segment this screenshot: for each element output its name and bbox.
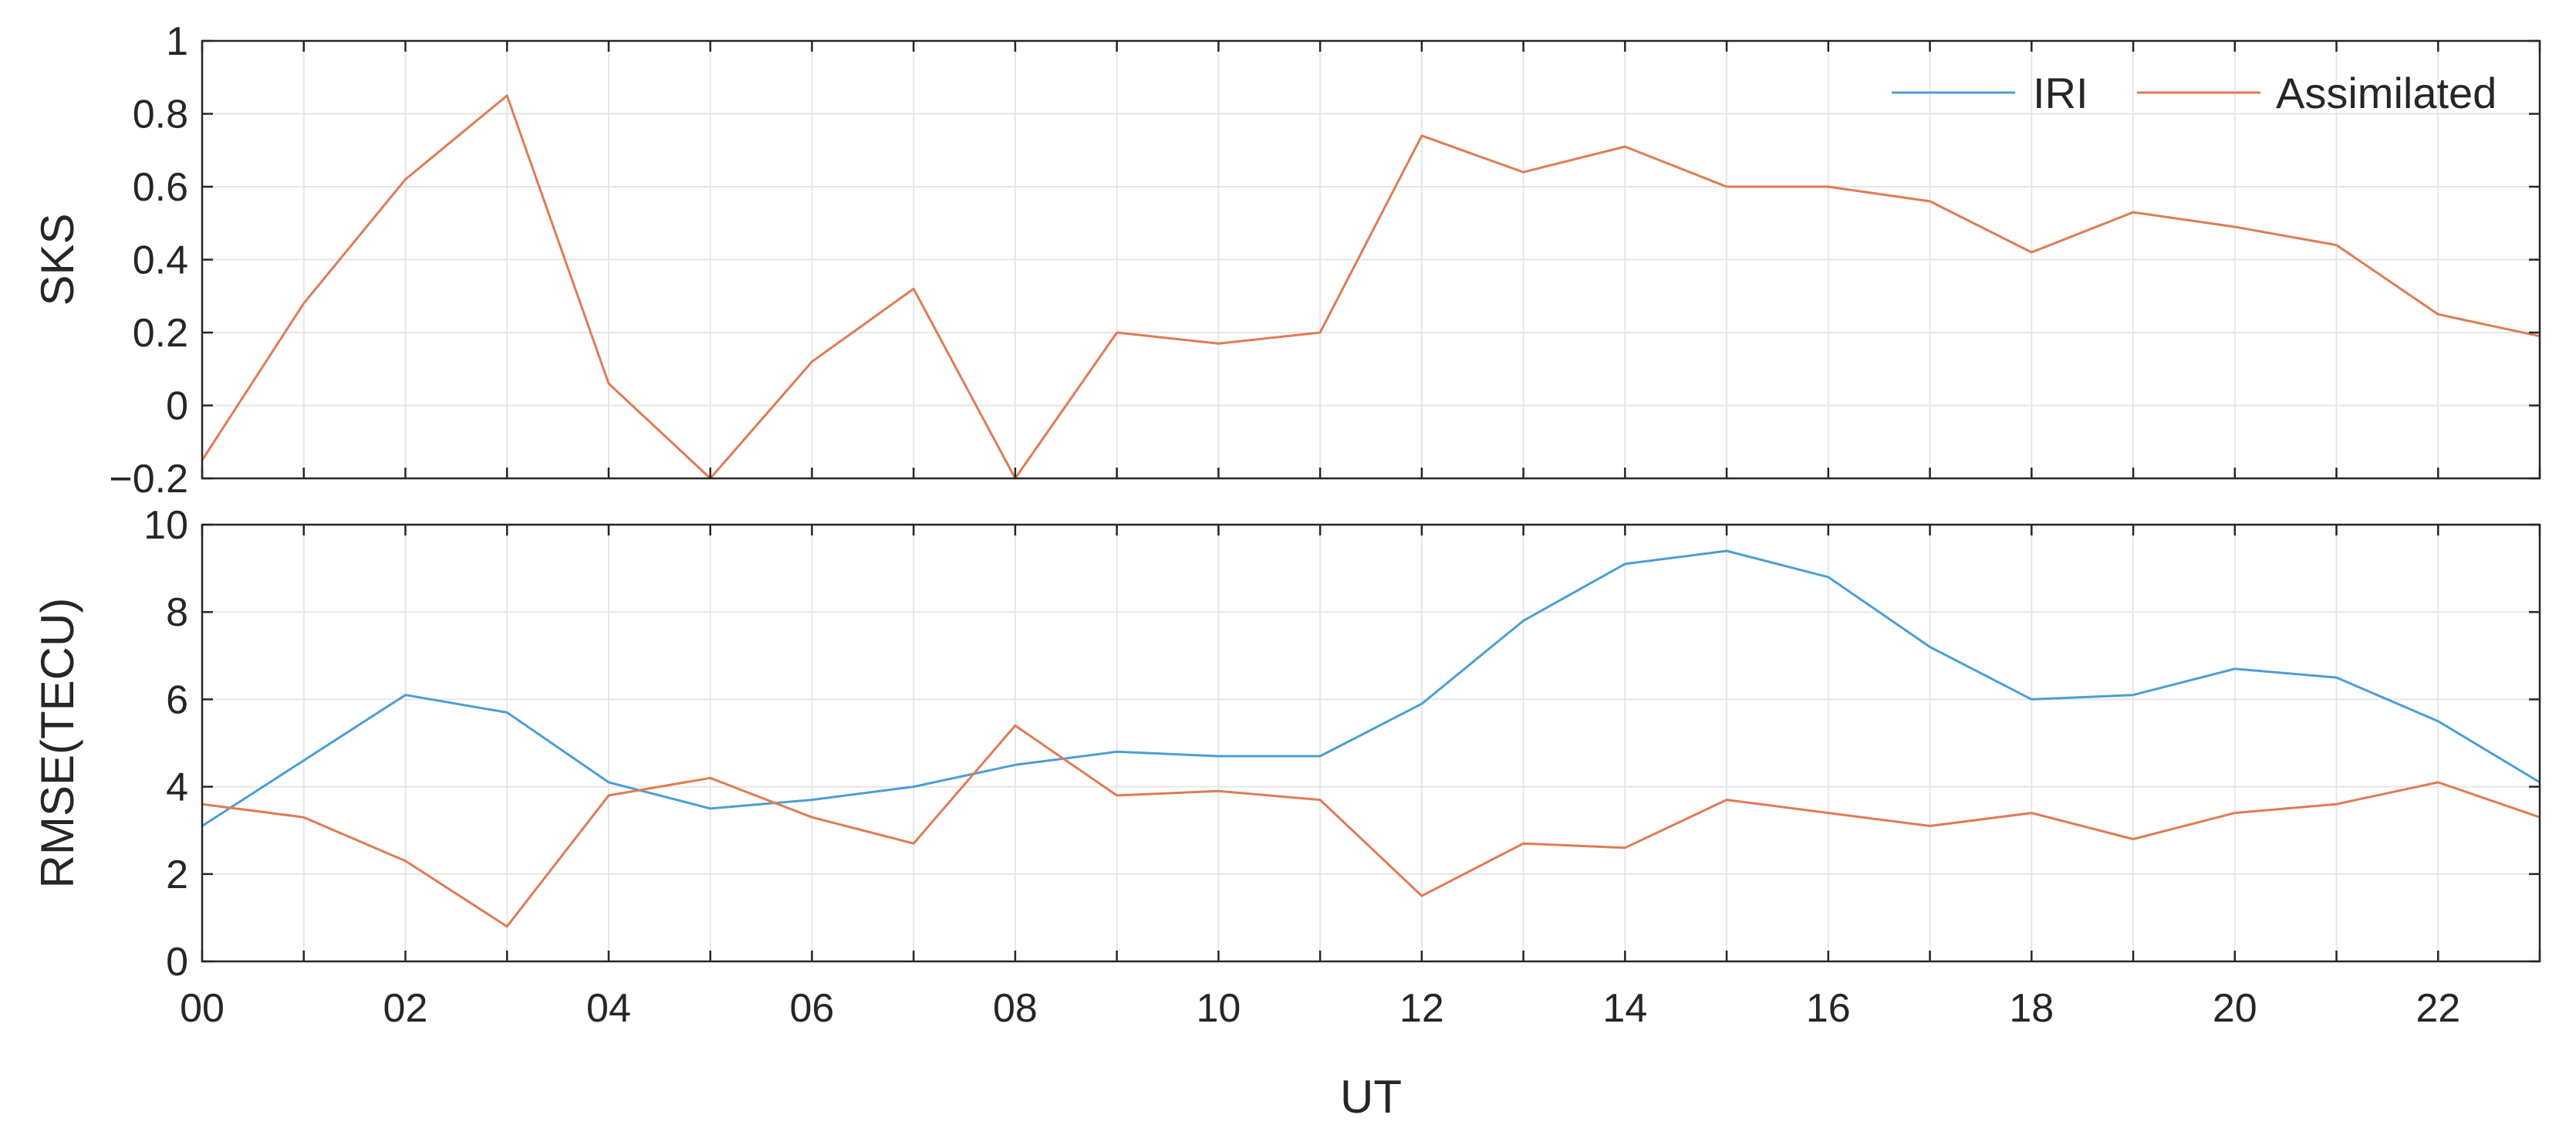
series-line-iri-rmse-tecu (201, 549, 2541, 827)
x-axis-label: UT (1340, 1071, 1402, 1123)
y-tick-label: 0 (166, 940, 188, 985)
y-tick-label: 1 (166, 19, 188, 64)
x-tick-label: 20 (2213, 986, 2257, 1031)
y-tick-label: 10 (143, 503, 188, 548)
y-tick-label: 0.2 (133, 311, 188, 356)
x-tick-label: 04 (586, 986, 631, 1031)
sks-panel: −0.2 0 0.2 0.4 0.6 0.8 1 SKS (32, 19, 2541, 502)
y-tick-label: −0.2 (109, 457, 188, 502)
y-tick-label: 0 (166, 384, 188, 429)
y-tick-label: 2 (166, 853, 188, 897)
y-axis-label-sks: SKS (32, 213, 83, 306)
x-tick-label: 08 (993, 986, 1038, 1031)
legend-label-iri: IRI (2033, 69, 2088, 117)
x-tick-label: 18 (2009, 986, 2054, 1031)
y-tick-label: 6 (166, 677, 188, 722)
x-tick-label: 16 (1806, 986, 1851, 1031)
axes-frame (201, 523, 2541, 963)
x-tick-label: 14 (1602, 986, 1647, 1031)
y-tick-label: 8 (166, 590, 188, 635)
x-tick-label: 12 (1399, 986, 1444, 1031)
series-line-assimilated-rmse-tecu (201, 724, 2541, 928)
series-line-assimilated-sks (201, 94, 2541, 480)
x-tick-label: 10 (1196, 986, 1241, 1031)
x-tick-label: 22 (2416, 986, 2460, 1031)
legend: IRI Assimilated (1892, 69, 2497, 117)
y-tick-label: 4 (166, 765, 188, 810)
y-tick-label: 0.8 (133, 93, 188, 137)
y-tick-label: 0.4 (133, 238, 188, 283)
y-axis-label-rmse-tecu: RMSE(TECU) (32, 598, 83, 889)
y-tick-label: 0.6 (133, 165, 188, 210)
x-tick-label: 02 (383, 986, 428, 1031)
x-tick-label: 06 (790, 986, 835, 1031)
x-tick-label: 00 (180, 986, 225, 1031)
legend-label-assimilated: Assimilated (2276, 69, 2497, 117)
